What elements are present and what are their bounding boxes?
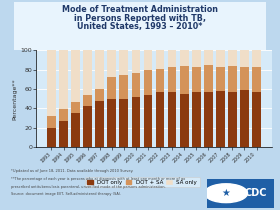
Bar [156, 92, 164, 147]
Legend: DOT only, DOT + SA, SA only: DOT only, DOT + SA, SA only [85, 177, 200, 188]
Bar [47, 50, 56, 116]
Bar [252, 50, 261, 67]
Bar [71, 102, 80, 113]
Bar [59, 121, 68, 147]
Bar [168, 50, 176, 67]
Bar [144, 50, 152, 70]
Bar [204, 65, 213, 92]
Bar [108, 77, 116, 99]
Bar [192, 92, 200, 147]
Bar [216, 50, 225, 67]
Text: Mode of Treatment Administration: Mode of Treatment Administration [62, 5, 218, 14]
Bar [192, 67, 200, 92]
Text: *Updated as of June 18, 2011. Data available through 2010 Survey.: *Updated as of June 18, 2011. Data avail… [11, 169, 134, 173]
Bar [83, 106, 92, 147]
Bar [108, 50, 116, 77]
Text: **The percentage of each year is persons who at diagnosis with at least one mont: **The percentage of each year is persons… [11, 177, 186, 181]
Bar [204, 92, 213, 147]
Bar [83, 50, 92, 95]
Text: in Persons Reported with TB,: in Persons Reported with TB, [74, 14, 206, 23]
Bar [180, 94, 188, 147]
Bar [156, 69, 164, 92]
Text: United States, 1993 – 2010*: United States, 1993 – 2010* [77, 22, 203, 31]
Bar [168, 67, 176, 92]
Bar [47, 128, 56, 147]
Bar [180, 50, 188, 66]
Bar [47, 116, 56, 128]
Bar [120, 99, 128, 147]
Bar [120, 75, 128, 99]
Bar [59, 50, 68, 109]
Text: prescribed antituberculosis parenteral, unverified mode of the persons administr: prescribed antituberculosis parenteral, … [11, 185, 166, 189]
Bar [59, 109, 68, 121]
Bar [192, 50, 200, 67]
Bar [95, 101, 104, 147]
Y-axis label: Percentage**: Percentage** [13, 78, 18, 119]
Bar [228, 50, 237, 66]
Bar [71, 113, 80, 147]
Circle shape [204, 184, 248, 203]
Bar [252, 92, 261, 147]
Bar [108, 99, 116, 147]
Bar [228, 66, 237, 92]
Bar [228, 92, 237, 147]
Bar [216, 91, 225, 147]
Text: Source: document image EIIT, Self-administered therapy (SA).: Source: document image EIIT, Self-admini… [11, 192, 122, 196]
Bar [240, 50, 249, 67]
Text: CDC: CDC [244, 188, 267, 198]
Bar [156, 50, 164, 69]
Bar [204, 50, 213, 65]
Text: ★: ★ [222, 188, 230, 198]
Bar [71, 50, 80, 102]
Bar [252, 67, 261, 92]
Bar [95, 50, 104, 89]
Bar [120, 50, 128, 75]
Bar [144, 95, 152, 147]
Bar [216, 67, 225, 91]
Bar [168, 92, 176, 147]
Bar [132, 73, 140, 97]
Bar [132, 50, 140, 73]
Bar [180, 66, 188, 94]
Bar [132, 97, 140, 147]
Bar [95, 89, 104, 101]
Bar [144, 70, 152, 95]
Bar [240, 67, 249, 90]
Bar [83, 95, 92, 106]
Bar [240, 90, 249, 147]
